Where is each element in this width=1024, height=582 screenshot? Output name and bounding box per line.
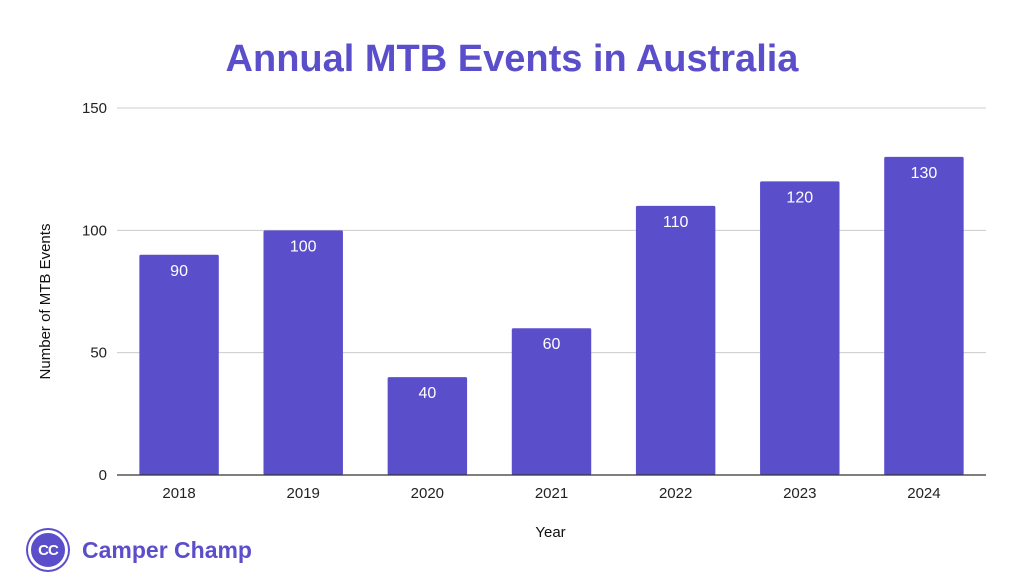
bar-value-label: 120 — [786, 189, 813, 206]
x-tick-label: 2022 — [659, 485, 692, 502]
gridlines — [117, 107, 986, 354]
bar-value-label: 130 — [911, 165, 938, 182]
bar — [511, 328, 592, 475]
x-tick-label: 2021 — [535, 485, 568, 502]
bar — [760, 181, 840, 475]
bar-value-label: 100 — [290, 238, 317, 255]
bars: 90 100 40 60 110 120 130 — [139, 156, 964, 475]
y-tick-label: 150 — [82, 100, 107, 117]
logo-badge-icon: CC — [28, 530, 68, 570]
bar — [884, 156, 964, 475]
bar-value-label: 60 — [543, 336, 561, 353]
x-tick-label: 2023 — [783, 485, 816, 502]
camper-champ-logo: CC Camper Champ — [28, 527, 252, 573]
bar — [263, 230, 343, 475]
y-tick-label: 0 — [99, 467, 107, 484]
y-tick-labels: 0 50 100 150 — [82, 100, 107, 484]
bar-value-label: 90 — [170, 263, 188, 280]
bar-value-label: 110 — [663, 214, 689, 231]
bar — [139, 254, 219, 475]
y-tick-label: 100 — [82, 222, 107, 239]
x-tick-label: 2019 — [287, 485, 320, 502]
x-tick-labels: 2018 2019 2020 2021 2022 2023 2024 — [162, 485, 940, 502]
x-tick-label: 2018 — [162, 485, 195, 502]
y-tick-label: 50 — [90, 345, 107, 362]
logo-text: Camper Champ — [82, 536, 252, 563]
x-tick-label: 2020 — [411, 485, 444, 502]
y-axis-title: Number of MTB Events — [37, 224, 54, 380]
bar — [635, 205, 716, 475]
bar-value-label: 40 — [418, 385, 436, 402]
x-tick-label: 2024 — [907, 485, 940, 502]
x-axis-title: Year — [535, 524, 565, 541]
chart-title: Annual MTB Events in Australia — [225, 38, 799, 80]
bar — [387, 377, 468, 475]
